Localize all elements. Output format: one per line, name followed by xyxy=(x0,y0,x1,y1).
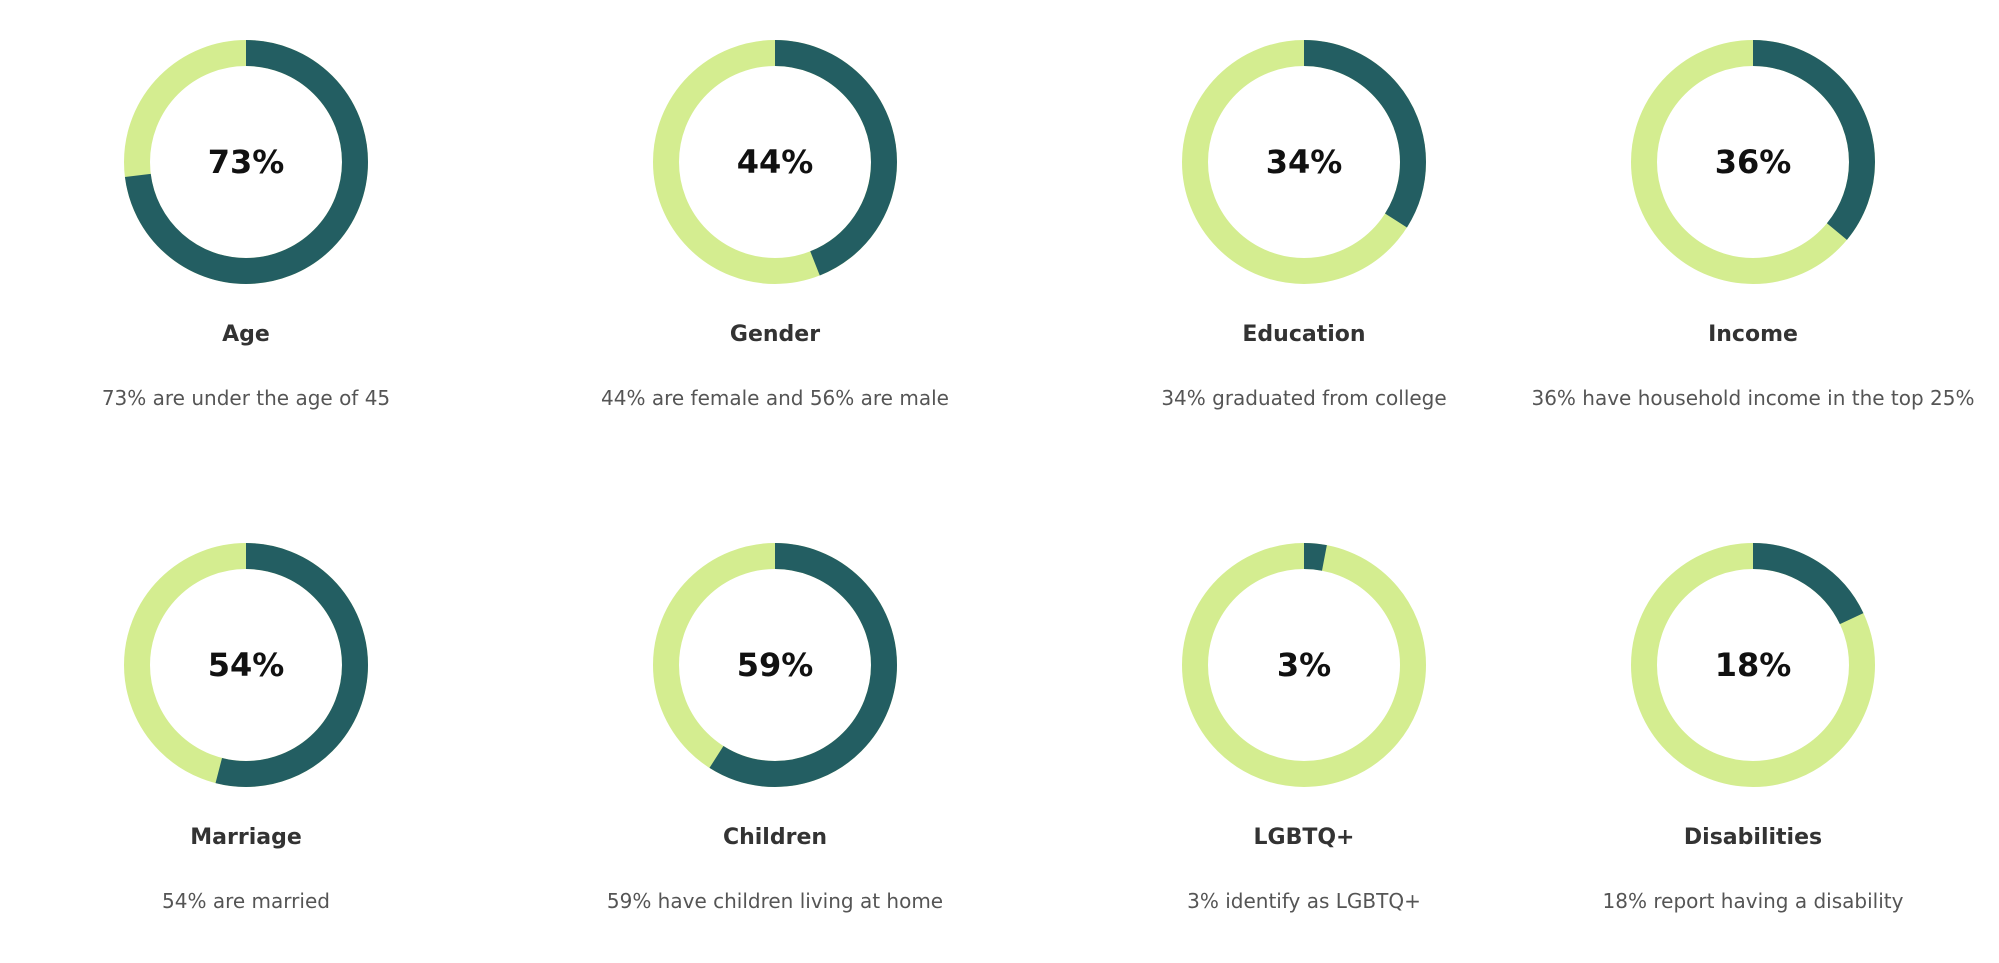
donut-value-slice xyxy=(653,40,897,284)
stat-card-gender: 44% Gender 44% are female and 56% are ma… xyxy=(535,0,1015,460)
category-description: 3% identify as LGBTQ+ xyxy=(1187,889,1421,913)
category-description: 34% graduated from college xyxy=(1161,386,1447,410)
stat-card-lgbtq: 3% LGBTQ+ 3% identify as LGBTQ+ xyxy=(1064,503,1544,963)
category-description: 59% have children living at home xyxy=(606,889,944,913)
donut-value-slice xyxy=(653,543,897,787)
demographics-grid: 73% Age 73% are under the age of 45 44% … xyxy=(6,0,1993,913)
stat-card-age: 73% Age 73% are under the age of 45 xyxy=(6,0,486,460)
donut-svg xyxy=(1182,40,1426,284)
percent-label: 59% xyxy=(736,646,814,684)
donut-value-slice xyxy=(1182,543,1426,787)
percent-label: 18% xyxy=(1714,646,1792,684)
percent-label: 3% xyxy=(1276,646,1332,684)
category-description: 18% report having a disability xyxy=(1602,889,1904,913)
donut-chart-marriage: 54% xyxy=(124,543,368,787)
stat-card-disabilities: 18% Disabilities 18% report having a dis… xyxy=(1513,503,1993,963)
donut-chart-lgbtq: 3% xyxy=(1182,543,1426,787)
donut-chart-disabilities: 18% xyxy=(1631,543,1875,787)
donut-chart-children: 59% xyxy=(653,543,897,787)
donut-chart-gender: 44% xyxy=(653,40,897,284)
category-title: Gender xyxy=(729,322,821,347)
donut-value-slice xyxy=(124,543,368,787)
percent-label: 44% xyxy=(736,143,814,181)
category-description: 73% are under the age of 45 xyxy=(101,386,391,410)
percent-label: 34% xyxy=(1265,143,1343,181)
category-title: Disabilities xyxy=(1683,825,1823,850)
percent-label: 36% xyxy=(1714,143,1792,181)
stat-card-children: 59% Children 59% have children living at… xyxy=(535,503,1015,963)
category-title: Income xyxy=(1708,322,1798,347)
donut-chart-education: 34% xyxy=(1182,40,1426,284)
category-description: 44% are female and 56% are male xyxy=(601,386,949,410)
category-title: LGBTQ+ xyxy=(1253,825,1355,850)
donut-chart-income: 36% xyxy=(1631,40,1875,284)
donut-svg xyxy=(653,40,897,284)
stat-card-income: 36% Income 36% have household income in … xyxy=(1513,0,1993,460)
category-title: Education xyxy=(1242,322,1366,347)
percent-label: 73% xyxy=(207,143,285,181)
donut-svg xyxy=(124,40,368,284)
donut-svg xyxy=(1631,543,1875,787)
donut-chart-age: 73% xyxy=(124,40,368,284)
category-description: 36% have household income in the top 25% xyxy=(1531,386,1975,410)
donut-value-slice xyxy=(1182,40,1426,284)
donut-value-slice xyxy=(1631,40,1875,284)
donut-svg xyxy=(1631,40,1875,284)
donut-value-slice xyxy=(124,40,368,284)
stat-card-marriage: 54% Marriage 54% are married xyxy=(6,503,486,963)
category-description: 54% are married xyxy=(162,889,330,913)
category-title: Children xyxy=(722,825,828,850)
donut-svg xyxy=(124,543,368,787)
category-title: Marriage xyxy=(190,825,302,850)
stat-card-education: 34% Education 34% graduated from college xyxy=(1064,0,1544,460)
donut-svg xyxy=(653,543,897,787)
percent-label: 54% xyxy=(207,646,285,684)
donut-value-slice xyxy=(1631,543,1875,787)
category-title: Age xyxy=(222,322,270,347)
donut-svg xyxy=(1182,543,1426,787)
